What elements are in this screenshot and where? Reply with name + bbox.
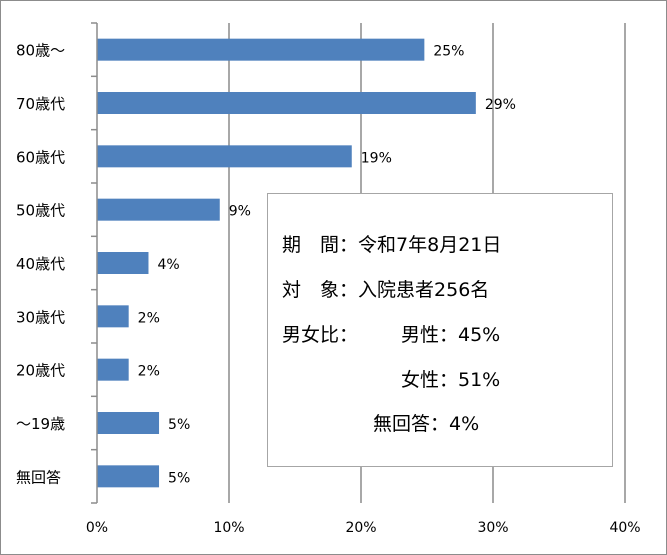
bar xyxy=(97,38,425,61)
x-tick-label: 40% xyxy=(609,520,640,536)
category-label: 80歳～ xyxy=(16,42,65,60)
data-label: 5% xyxy=(168,470,190,486)
ratio-label: 男女比： xyxy=(282,324,359,346)
no-answer-ratio: 無回答：4% xyxy=(373,413,480,435)
category-label: 30歳代 xyxy=(16,308,65,326)
survey-info-box: 期間：令和7年8月21日 対象：入院患者256名 男女比： 男性：45% 女性：… xyxy=(267,193,613,467)
data-label: 29% xyxy=(485,97,516,113)
target-line: 対象：入院患者256名 xyxy=(282,275,489,302)
data-label: 4% xyxy=(157,257,179,273)
ratio-line: 男女比： xyxy=(282,320,358,347)
x-tick-label: 0% xyxy=(86,520,108,536)
data-label: 5% xyxy=(168,417,190,433)
category-label: 70歳代 xyxy=(16,95,65,113)
category-label: 60歳代 xyxy=(16,148,65,166)
target-label: 対 xyxy=(282,279,302,301)
category-label: ～19歳 xyxy=(16,415,65,433)
bar xyxy=(97,92,476,114)
x-tick-label: 20% xyxy=(345,520,376,536)
bar xyxy=(97,465,160,488)
bar xyxy=(97,252,149,274)
bar xyxy=(97,305,129,328)
category-label: 無回答 xyxy=(16,468,61,486)
period-label: 期 xyxy=(282,234,302,256)
target-label-2: 象 xyxy=(320,279,340,301)
labels: 0% 10% 20% 30% 40% 80歳～ 25% 70歳代 29% 60歳代 19% 50歳代 9… xyxy=(16,42,641,536)
bars xyxy=(97,38,476,488)
period-line: 期間：令和7年8月21日 xyxy=(282,230,501,257)
data-label: 9% xyxy=(229,204,251,220)
category-label: 50歳代 xyxy=(16,202,65,220)
axes xyxy=(91,22,98,504)
x-tick-label: 10% xyxy=(213,520,244,536)
period-value: ：令和7年8月21日 xyxy=(339,234,502,256)
data-label: 19% xyxy=(361,150,392,166)
category-label: 20歳代 xyxy=(16,362,65,380)
bar xyxy=(97,145,352,168)
x-tick-label: 30% xyxy=(477,520,508,536)
period-label-2: 間 xyxy=(320,234,340,256)
data-label: 2% xyxy=(138,364,160,380)
data-label: 25% xyxy=(433,44,464,60)
bar xyxy=(97,198,220,221)
target-value: ：入院患者256名 xyxy=(339,279,490,301)
data-label: 2% xyxy=(138,310,160,326)
bar xyxy=(97,412,160,434)
female-ratio: 女性：51% xyxy=(401,369,501,391)
category-label: 40歳代 xyxy=(16,255,65,273)
male-ratio: 男性：45% xyxy=(401,324,501,346)
bar xyxy=(97,358,129,381)
